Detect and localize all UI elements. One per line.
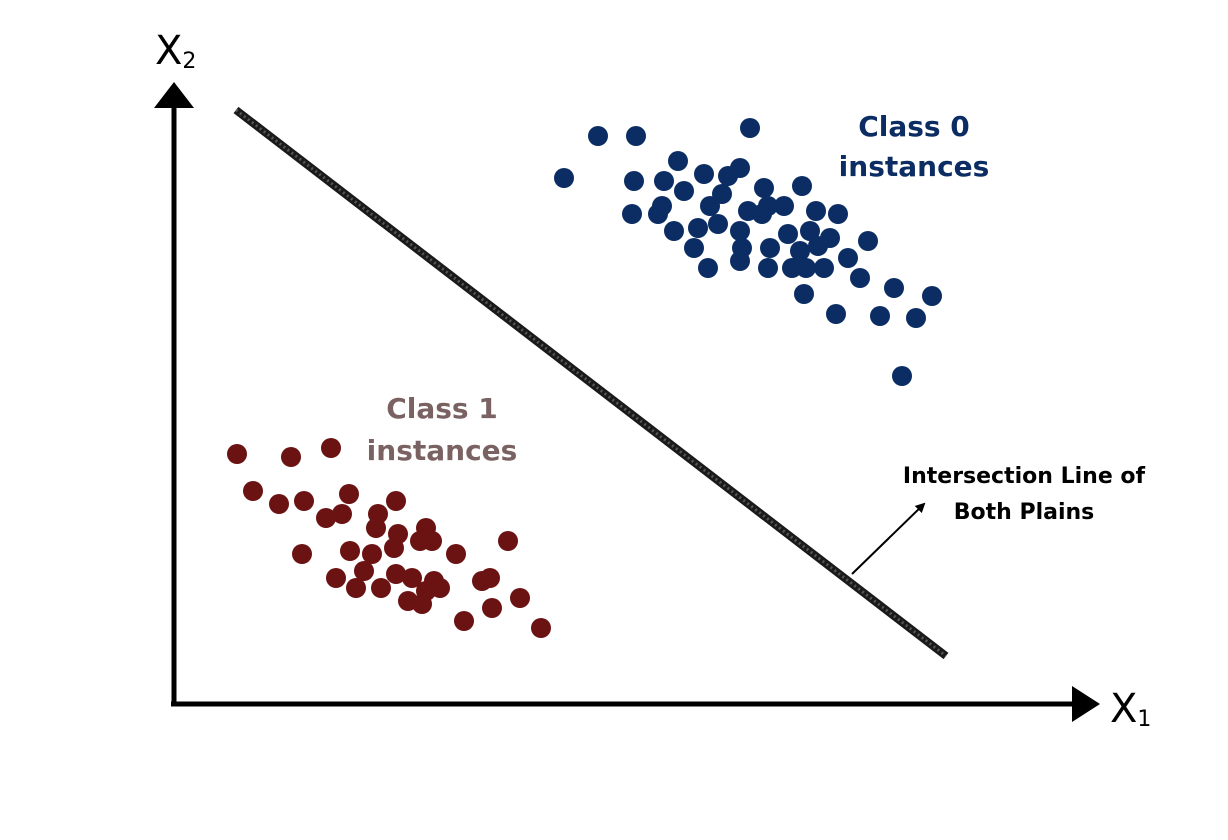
class-1-point: [366, 518, 386, 538]
annotation-arrow: [851, 502, 926, 575]
class-1-point: [269, 494, 289, 514]
class-1-point: [384, 538, 404, 558]
class-1-point: [292, 544, 312, 564]
class-0-point: [674, 181, 694, 201]
class-1-point: [227, 444, 247, 464]
class-0-point: [664, 221, 684, 241]
class-1-point: [321, 438, 341, 458]
class-1-point: [243, 481, 263, 501]
y-axis-label: X2: [155, 28, 196, 74]
intersection-line-texture: [235, 108, 947, 658]
class-0-point: [698, 258, 718, 278]
class-0-point: [794, 284, 814, 304]
class-0-point: [588, 126, 608, 146]
class-0-point: [790, 241, 810, 261]
class-1-point: [430, 578, 450, 598]
annotation-line1: Intersection Line of: [903, 464, 1146, 489]
class-1-point: [422, 531, 442, 551]
y-axis-arrowhead: [154, 82, 194, 108]
class-0-point: [828, 204, 848, 224]
class-0-point: [792, 176, 812, 196]
class-1-points: [227, 438, 551, 638]
class-1-point: [498, 531, 518, 551]
class-1-point: [281, 447, 301, 467]
class-0-label-line1: Class 0: [858, 110, 970, 143]
class-0-point: [796, 258, 816, 278]
class-0-points: [554, 118, 942, 386]
class-0-point: [622, 204, 642, 224]
class-0-point: [654, 171, 674, 191]
class-1-point: [294, 491, 314, 511]
class-0-point: [740, 118, 760, 138]
class-0-point: [782, 258, 802, 278]
class-1-point: [326, 568, 346, 588]
axes: [154, 82, 1100, 722]
class-0-point: [700, 196, 720, 216]
class-1-point: [480, 568, 500, 588]
class-1-point: [362, 544, 382, 564]
class-0-point: [752, 204, 772, 224]
class-0-point: [884, 278, 904, 298]
class-0-point: [730, 251, 750, 271]
class-0-point: [778, 224, 798, 244]
class-0-point: [870, 306, 890, 326]
class-1-point: [531, 618, 551, 638]
class-1-point: [454, 611, 474, 631]
class-0-point: [922, 286, 942, 306]
class-1-point: [386, 564, 406, 584]
class-1-point: [446, 544, 466, 564]
class-0-label-line2: instances: [839, 150, 990, 183]
class-0-point: [730, 158, 750, 178]
x-axis-arrowhead: [1072, 686, 1100, 722]
annotation-line2: Both Plains: [954, 500, 1095, 525]
class-0-point: [850, 268, 870, 288]
class-0-point: [758, 258, 778, 278]
class-0-point: [668, 151, 688, 171]
class-0-point: [708, 214, 728, 234]
class-0-point: [754, 178, 774, 198]
class-1-label-line2: instances: [367, 434, 518, 467]
class-0-point: [858, 231, 878, 251]
class-1-point: [510, 588, 530, 608]
class-0-point: [730, 221, 750, 241]
class-0-point: [826, 304, 846, 324]
class-0-point: [906, 308, 926, 328]
class-1-point: [386, 491, 406, 511]
class-1-point: [346, 578, 366, 598]
class-1-point: [371, 578, 391, 598]
class-0-point: [892, 366, 912, 386]
class-1-point: [332, 504, 352, 524]
class-0-point: [626, 126, 646, 146]
class-0-point: [800, 221, 820, 241]
class-0-point: [694, 164, 714, 184]
class-0-point: [808, 236, 828, 256]
class-0-point: [760, 238, 780, 258]
class-0-point: [814, 258, 834, 278]
class-1-point: [402, 568, 422, 588]
class-1-label-line1: Class 1: [386, 392, 498, 425]
class-0-point: [554, 168, 574, 188]
class-1-point: [316, 508, 336, 528]
class-1-point: [412, 594, 432, 614]
class-0-point: [806, 201, 826, 221]
class-0-point: [624, 171, 644, 191]
class-1-point: [482, 598, 502, 618]
x-axis-label: X1: [1110, 686, 1151, 732]
class-0-point: [652, 196, 672, 216]
class-0-point: [774, 196, 794, 216]
class-1-point: [354, 561, 374, 581]
class-1-point: [339, 484, 359, 504]
class-0-point: [684, 238, 704, 258]
class-0-point: [688, 218, 708, 238]
class-0-point: [838, 248, 858, 268]
class-1-point: [340, 541, 360, 561]
